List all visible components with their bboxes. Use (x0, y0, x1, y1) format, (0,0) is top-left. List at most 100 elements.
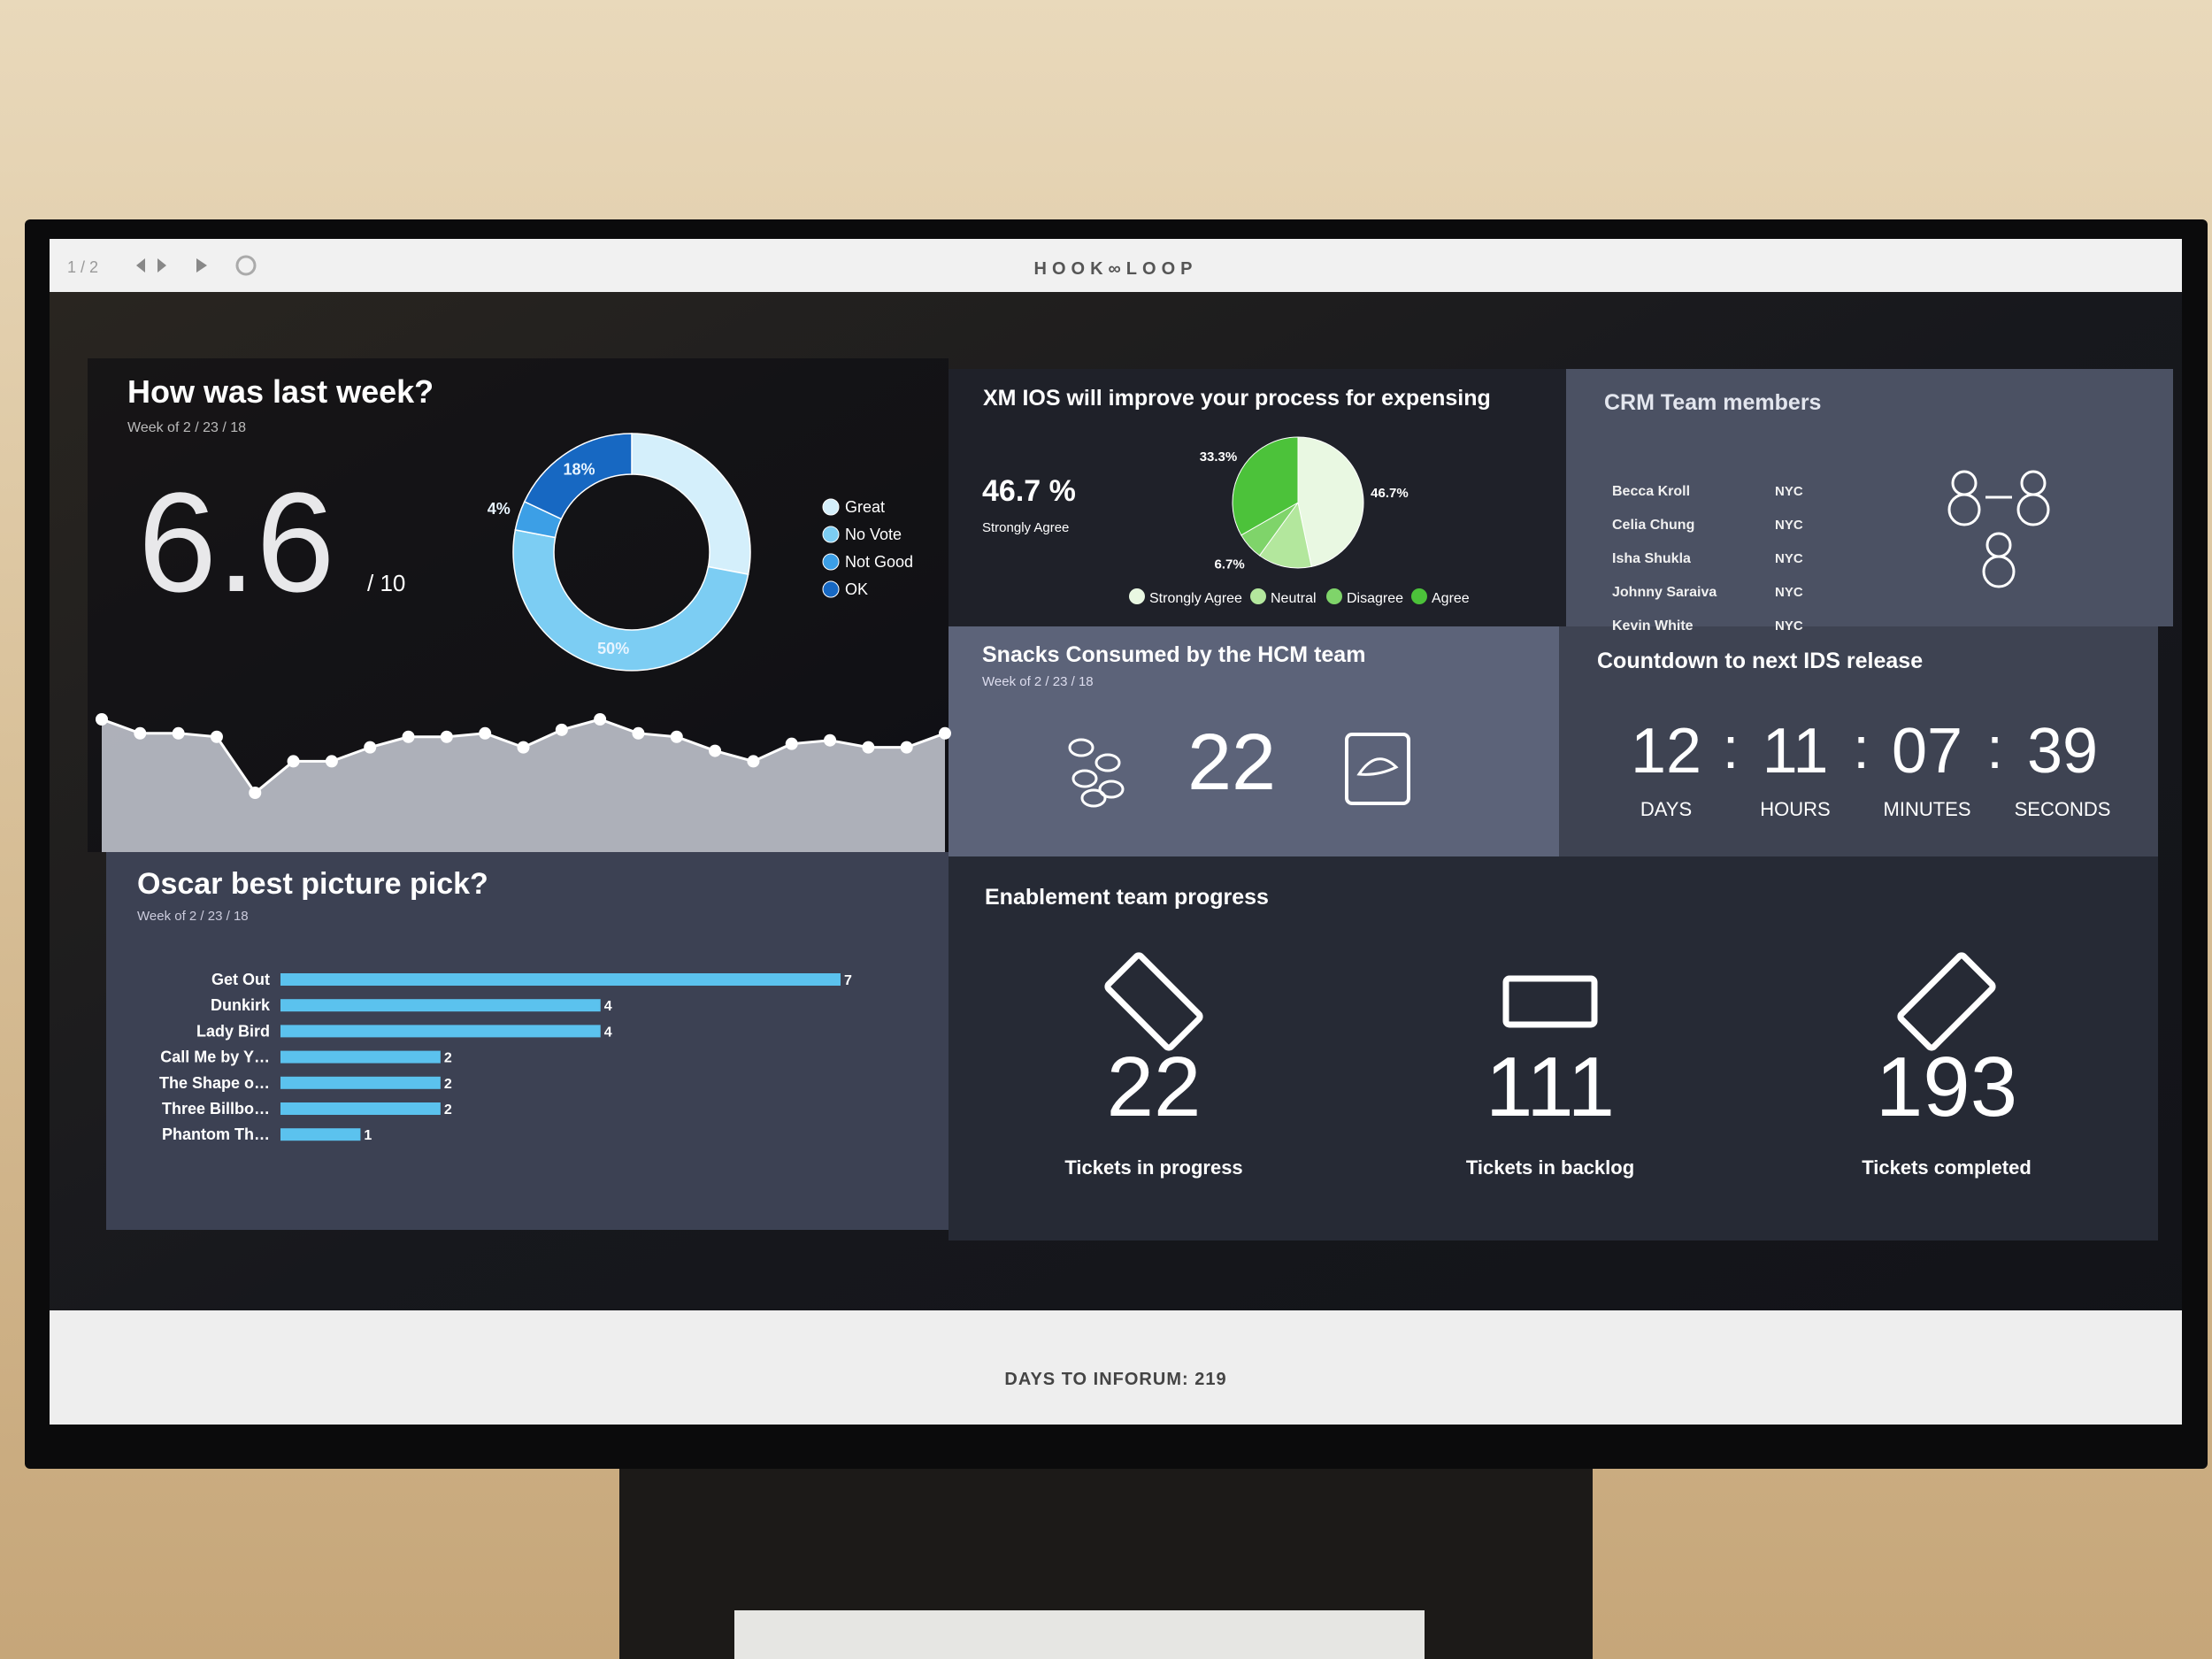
survey-stat-label: Strongly Agree (982, 520, 1069, 535)
ticket-label: Tickets in backlog (1466, 1156, 1634, 1179)
legend-label: OK (845, 580, 868, 598)
legend-swatch (822, 498, 840, 516)
bar-value: 2 (444, 1077, 452, 1092)
trend-point (939, 726, 951, 740)
play-button[interactable] (196, 258, 207, 273)
legend-swatch (822, 580, 840, 598)
trend-point (747, 755, 760, 768)
bar-value: 4 (604, 1025, 612, 1040)
widget-title: Enablement team progress (985, 885, 1269, 910)
trend-point (249, 787, 262, 799)
trend-point (402, 730, 415, 743)
trend-point (785, 737, 798, 750)
cashew-icon (1094, 753, 1121, 772)
ticket-count: 111 (1486, 1040, 1615, 1134)
bar (280, 1050, 441, 1064)
chips-icon (1356, 757, 1399, 776)
trend-point (287, 755, 300, 768)
cashew-icon (1080, 788, 1107, 808)
member-name: Becca Kroll (1612, 484, 1690, 499)
trend-point (670, 730, 683, 743)
footer-bar (50, 1310, 2182, 1425)
trend-point (364, 741, 377, 754)
bar-value: 1 (364, 1128, 372, 1143)
legend-swatch (822, 553, 840, 571)
snack-count: 22 (1187, 718, 1276, 807)
cashew-icon (1071, 769, 1098, 788)
donut-label: 18% (564, 460, 595, 478)
score: 6.6 (138, 463, 334, 621)
bar (280, 1076, 441, 1089)
member-name: Isha Shukla (1612, 551, 1691, 566)
widget-title: Countdown to next IDS release (1597, 649, 1923, 673)
cashew-icon (1068, 738, 1094, 757)
pie-slice (1258, 501, 1312, 569)
ticket-label: Tickets completed (1862, 1156, 2032, 1179)
bar-value: 7 (844, 973, 852, 988)
trend-point (172, 726, 185, 740)
countdown-label: HOURS (1760, 798, 1830, 820)
member-name: Celia Chung (1612, 518, 1694, 533)
refresh-button[interactable] (235, 255, 257, 276)
countdown-separator: : (1853, 715, 1869, 780)
bar-category: Phantom Th… (162, 1125, 270, 1143)
legend-swatch (1129, 588, 1145, 604)
legend-swatch (822, 526, 840, 543)
legend-swatch (1411, 588, 1427, 604)
donut-label: 50% (597, 640, 629, 657)
trend-point (862, 741, 875, 754)
trend-point (479, 726, 492, 740)
widget-subtitle: Week of 2 / 23 / 18 (137, 909, 249, 924)
countdown-label: SECONDS (2015, 798, 2111, 820)
countdown-separator: : (1986, 715, 2002, 780)
widget-title: How was last week? (127, 373, 434, 410)
ticket-icon (1897, 952, 1996, 1051)
people-icon (2016, 493, 2050, 526)
cashew-icon (1098, 780, 1125, 799)
prev-button[interactable] (136, 258, 145, 273)
toolbar (50, 239, 2182, 292)
keyboard (734, 1610, 1425, 1659)
bar-value: 2 (444, 1051, 452, 1066)
widget-subtitle: Week of 2 / 23 / 18 (127, 420, 246, 435)
member-location: NYC (1775, 518, 1803, 533)
bar-category: Get Out (211, 971, 270, 988)
pie-slice (1232, 436, 1299, 536)
bar-value: 2 (444, 1102, 452, 1118)
pie-label: 46.7% (1371, 486, 1409, 501)
legend-swatch (1250, 588, 1266, 604)
pie-label: 6.7% (1215, 557, 1245, 572)
ticket-count: 22 (1107, 1040, 1202, 1134)
trend-point (594, 713, 607, 726)
bar (280, 1025, 601, 1038)
bar-category: Three Billbo… (162, 1100, 270, 1118)
bar-category: Call Me by Y… (160, 1048, 270, 1066)
panel-enablement (949, 856, 2158, 1240)
member-location: NYC (1775, 551, 1803, 566)
legend-label: No Vote (845, 526, 902, 543)
bar (280, 973, 841, 986)
legend-label: Disagree (1347, 591, 1403, 606)
panel-oscar (106, 852, 949, 1230)
trend-point (517, 741, 530, 754)
panel-crm (1566, 369, 2173, 626)
countdown-value: 07 (1892, 716, 1962, 787)
people-icon (1982, 555, 2016, 588)
area-fill (102, 719, 945, 852)
widget-title: Oscar best picture pick? (137, 867, 488, 901)
pie-label: 33.3% (1200, 449, 1238, 465)
next-button[interactable] (157, 258, 166, 273)
member-location: NYC (1775, 484, 1803, 499)
legend-swatch (1326, 588, 1342, 604)
trend-point (440, 730, 453, 743)
countdown-label: DAYS (1640, 798, 1692, 820)
trend-point (632, 726, 645, 740)
bar (280, 999, 601, 1012)
footer-text: DAYS TO INFORUM: 219 (1004, 1370, 1226, 1389)
countdown-value: 11 (1763, 716, 1829, 787)
page-indicator: 1 / 2 (67, 258, 98, 276)
legend-label: Neutral (1271, 591, 1317, 606)
trend-point (900, 741, 913, 754)
ticket-count: 193 (1876, 1040, 2017, 1134)
